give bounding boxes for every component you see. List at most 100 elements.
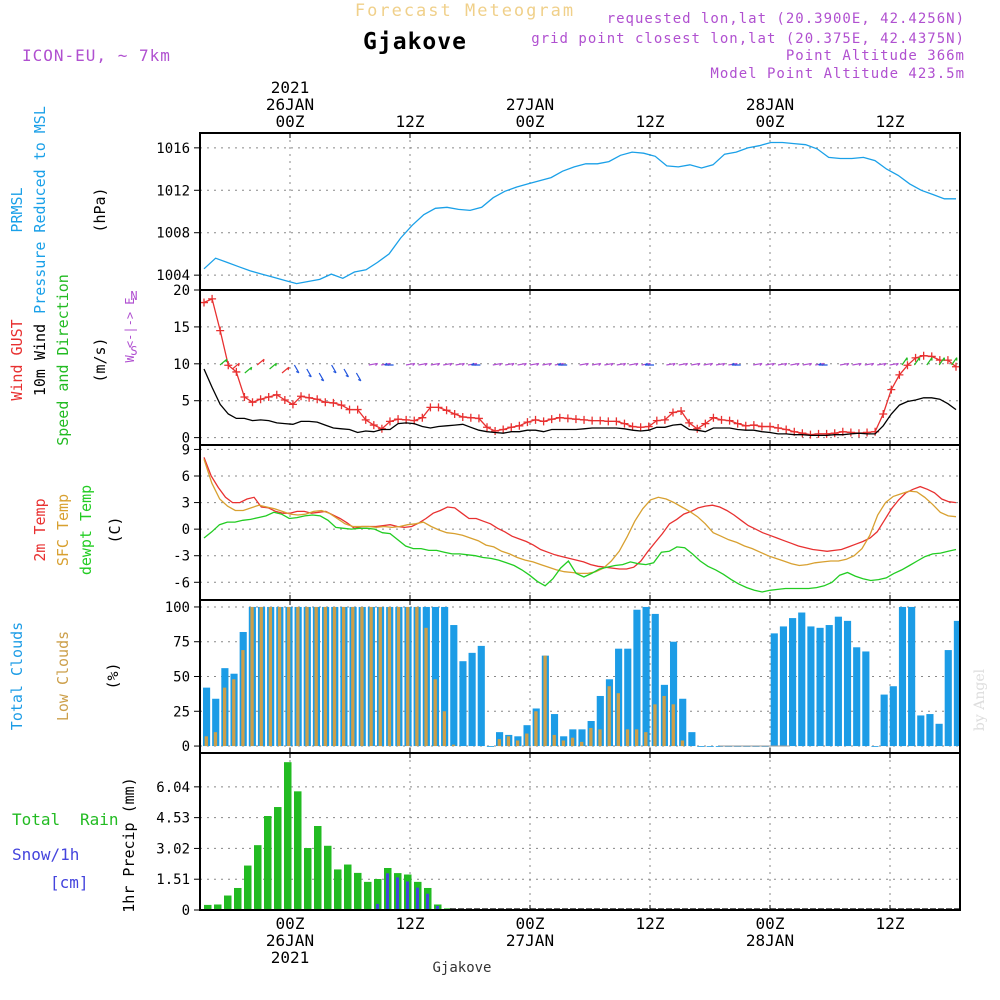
y-tick-label: -6 — [173, 575, 190, 591]
gust-marker — [620, 419, 629, 428]
gust-marker — [668, 408, 677, 417]
gust-marker — [305, 393, 314, 402]
low-cloud-bar — [222, 687, 227, 747]
low-cloud-bar — [305, 606, 309, 747]
wind-arrow — [244, 366, 253, 374]
gust-marker — [652, 416, 661, 425]
wind-arrow — [951, 357, 958, 366]
gust-marker — [450, 410, 459, 418]
snow-label: Snow/1h — [12, 845, 79, 864]
y-tick-label: 6.04 — [156, 780, 190, 796]
total-cloud-bar — [596, 695, 604, 747]
gust-marker — [297, 392, 306, 401]
low-cloud-label: Low Clouds — [54, 631, 72, 721]
compass-we: W <-|-> E — [123, 297, 137, 362]
panel-pressure: 1004 1008 1012 1016 — [156, 132, 961, 291]
gust-marker — [830, 429, 839, 438]
gust-marker — [288, 400, 297, 409]
gust-marker — [369, 421, 378, 430]
wind-arrow — [864, 362, 875, 366]
temp-2m-label: 2m Temp — [31, 498, 49, 561]
top-time-label: 27JAN — [506, 95, 554, 114]
gust-marker — [685, 418, 694, 427]
wind-arrow — [318, 372, 325, 382]
rain-bar — [234, 887, 242, 910]
total-label: Total — [12, 810, 60, 829]
cloud-unit: (%) — [104, 662, 122, 689]
gust-marker — [256, 395, 265, 404]
total-cloud-bar — [816, 627, 824, 747]
total-cloud-bar — [679, 698, 687, 747]
low-cloud-bar — [680, 740, 685, 747]
low-cloud-bar — [415, 606, 419, 747]
wind-arrow — [384, 362, 394, 366]
gust-marker — [329, 398, 338, 407]
wind-arrow — [293, 364, 300, 374]
low-cloud-bar — [232, 679, 236, 747]
low-cloud-bar — [250, 606, 254, 747]
gust-marker — [919, 351, 928, 360]
total-cloud-bar — [843, 620, 852, 747]
chart-title: Forecast Meteogram — [355, 1, 575, 21]
bottom-time-label: 00Z — [276, 914, 305, 933]
low-cloud-bar — [671, 704, 675, 747]
top-time-label: 26JAN — [266, 95, 314, 114]
gust-marker — [782, 425, 791, 434]
wind-arrow — [901, 357, 908, 366]
y-tick-label: 1008 — [156, 226, 190, 242]
gust-marker — [895, 370, 904, 379]
panel-frame — [199, 132, 961, 291]
wind-arrows — [219, 357, 958, 382]
wind-arrow — [616, 362, 627, 366]
low-cloud-bar — [204, 736, 208, 747]
low-cloud-bar — [213, 732, 218, 747]
gust-marker — [887, 385, 896, 394]
location-title: Gjakove — [363, 29, 467, 55]
y-tick-label: 0 — [182, 903, 190, 919]
temp-sfc-label: SFC Temp — [54, 494, 72, 566]
low-cloud-bar — [360, 606, 364, 747]
series-line-wind-gust — [203, 297, 957, 436]
low-cloud-bar — [580, 741, 584, 747]
total-cloud-bar — [697, 746, 705, 747]
gust-marker — [814, 429, 823, 438]
wind-arrow — [269, 362, 278, 370]
total-cloud-bar — [926, 714, 934, 747]
gust-marker — [216, 326, 225, 335]
series-line-2m-temp — [203, 457, 957, 570]
wind-arrow — [938, 357, 945, 366]
low-cloud-bar — [607, 686, 611, 747]
gust-marker — [442, 406, 451, 415]
wind-arrow — [790, 362, 800, 366]
rain-bar — [304, 848, 312, 910]
rain-bar — [284, 762, 292, 910]
total-cloud-bar — [477, 645, 485, 747]
total-cloud-bar — [633, 609, 641, 747]
gust-marker — [491, 426, 500, 435]
y-tick-label: 10 — [173, 357, 190, 373]
snow-bar — [436, 905, 439, 910]
total-cloud-bar — [688, 732, 696, 747]
gust-marker — [280, 395, 289, 404]
low-cloud-bar — [296, 606, 300, 747]
y-tick-label: 1016 — [156, 141, 190, 157]
wind-arrow — [529, 362, 540, 366]
gust-marker — [385, 417, 394, 426]
wind-arrow — [703, 362, 713, 366]
low-cloud-bar — [406, 606, 410, 747]
wind-dir-label: Speed and Direction — [54, 274, 72, 446]
gust-marker — [466, 413, 475, 422]
gust-marker — [345, 405, 354, 414]
gust-marker — [725, 416, 734, 425]
precip-unit: 1hr Precip (mm) — [120, 777, 138, 912]
low-cloud-bar — [616, 693, 620, 747]
pressure-sublabel: Pressure Reduced to MSL — [31, 106, 49, 314]
wind-arrow — [405, 362, 416, 366]
low-cloud-bar — [378, 606, 382, 747]
pressure-label: PRMSL — [8, 187, 26, 232]
gust-marker — [580, 415, 589, 424]
wind-arrow — [443, 362, 453, 366]
total-cloud-bar — [917, 715, 925, 747]
gust-marker — [523, 418, 532, 427]
panel-frame — [199, 444, 961, 601]
